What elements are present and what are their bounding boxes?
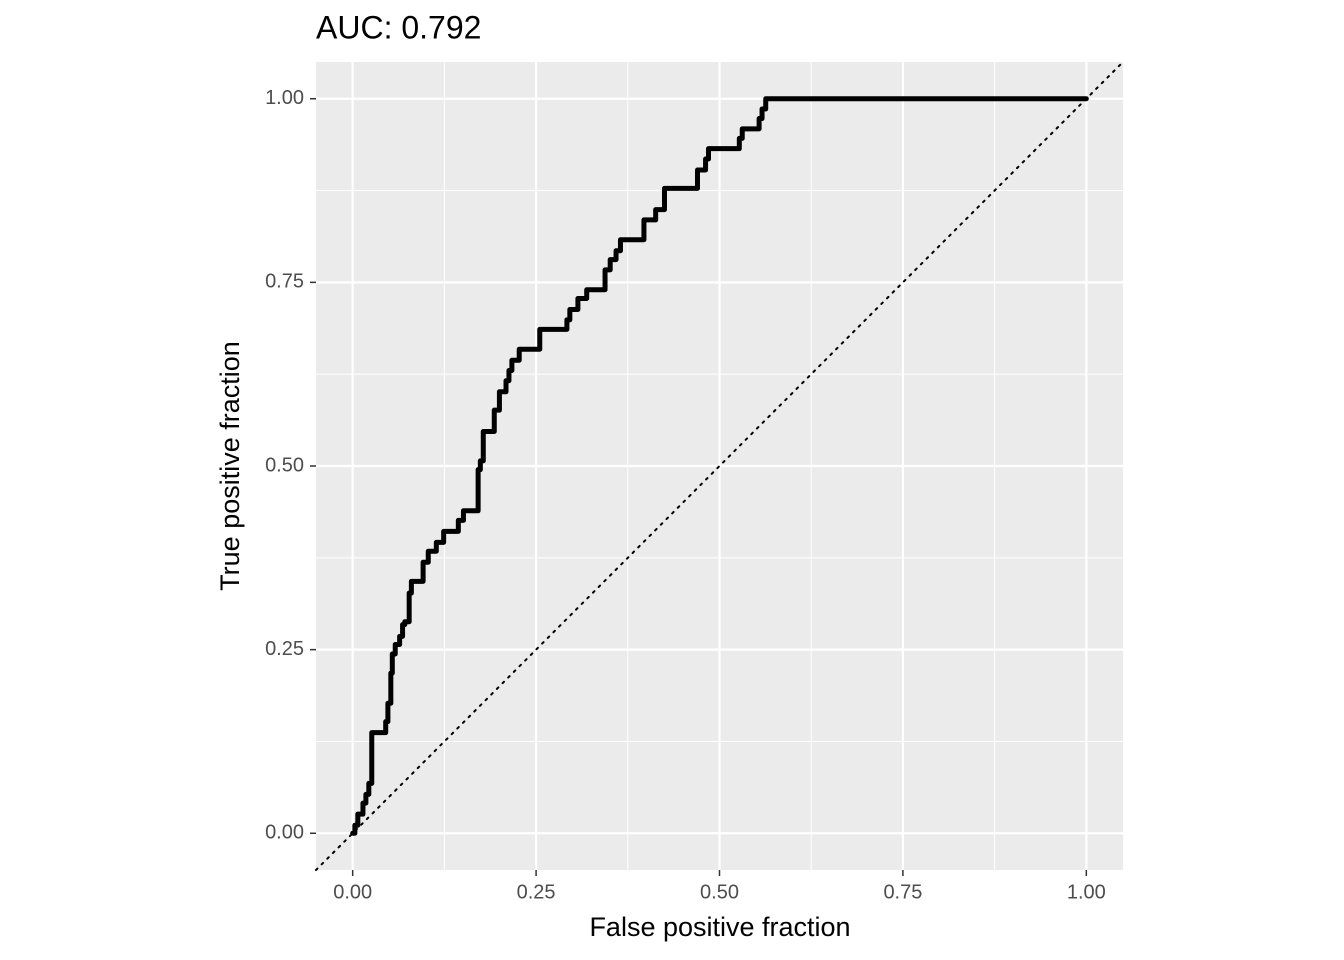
- y-tick-label: 0.75: [265, 271, 304, 293]
- x-tick-label: 0.75: [883, 881, 922, 903]
- y-tick-label: 1.00: [265, 87, 304, 109]
- x-tick-label: 0.00: [333, 881, 372, 903]
- x-tick-label: 1.00: [1067, 881, 1106, 903]
- x-tick-label: 0.25: [517, 881, 556, 903]
- x-axis-title: False positive fraction: [589, 912, 850, 942]
- roc-curve: [350, 96, 1089, 836]
- y-axis-title: True positive fraction: [215, 341, 245, 591]
- chart-title: AUC: 0.792: [316, 9, 481, 45]
- reference-diagonal: [315, 61, 1124, 871]
- y-tick-label: 0.50: [265, 454, 304, 476]
- y-tick-label: 0.00: [265, 822, 304, 844]
- x-tick-label: 0.50: [700, 881, 739, 903]
- y-tick-label: 0.25: [265, 638, 304, 660]
